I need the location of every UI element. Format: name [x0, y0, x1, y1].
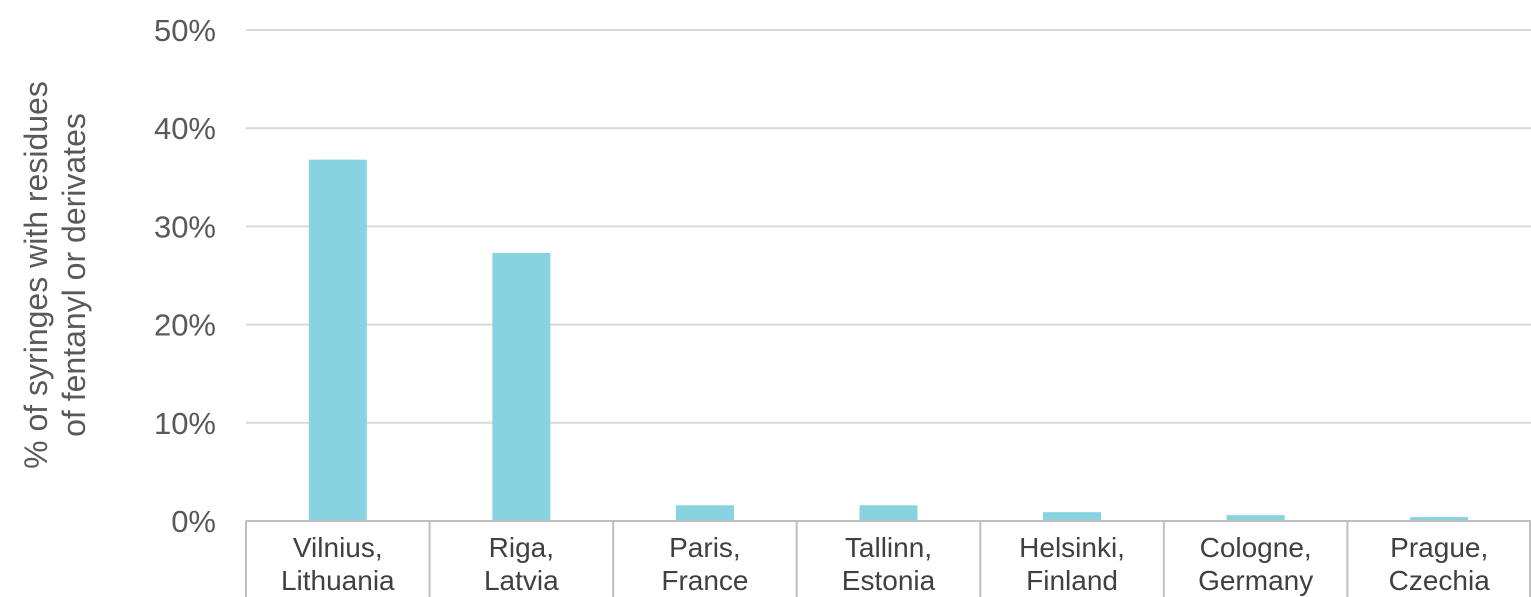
x-tick-label: Tallinn,: [845, 532, 932, 563]
bar: [1226, 515, 1285, 521]
bar: [675, 505, 734, 521]
x-tick-label: Helsinki,: [1019, 532, 1125, 563]
bars: [308, 159, 1469, 521]
y-axis-title: % of syringes with residuesof fentanyl o…: [18, 81, 92, 469]
x-tick-label: Finland: [1026, 565, 1118, 596]
x-tick-label: Latvia: [484, 565, 559, 596]
y-tick-label: 50%: [154, 13, 216, 48]
y-tick-label: 20%: [154, 308, 216, 343]
x-tick-label: Riga,: [489, 532, 554, 563]
y-tick-label: 10%: [154, 406, 216, 441]
x-tick-label: Vilnius,: [293, 532, 383, 563]
x-tick-label: Paris,: [669, 532, 741, 563]
x-axis-categories: Vilnius,Lithuania Riga,Latvia Paris,France…: [281, 532, 1490, 596]
y-axis-title-line: of fentanyl or derivates: [56, 113, 92, 437]
bar: [308, 159, 367, 521]
x-axis: [245, 520, 1531, 597]
y-tick-label: 0%: [171, 504, 216, 539]
y-tick-label: 30%: [154, 209, 216, 244]
y-tick-label: 40%: [154, 111, 216, 146]
bar: [859, 505, 918, 521]
gridlines: [246, 29, 1531, 424]
y-axis-ticks: 0% 10% 20% 30% 40% 50%: [154, 13, 216, 539]
bar: [492, 252, 551, 521]
x-tick-label: France: [661, 565, 748, 596]
x-tick-label: Estonia: [842, 565, 936, 596]
x-tick-label: Cologne,: [1200, 532, 1312, 563]
x-tick-label: Prague,: [1390, 532, 1488, 563]
x-tick-label: Czechia: [1389, 565, 1491, 596]
x-tick-label: Germany: [1198, 565, 1313, 596]
x-tick-label: Lithuania: [281, 565, 395, 596]
bar: [1410, 517, 1469, 521]
y-axis-title-line: % of syringes with residues: [18, 81, 54, 469]
bar: [1043, 512, 1102, 521]
